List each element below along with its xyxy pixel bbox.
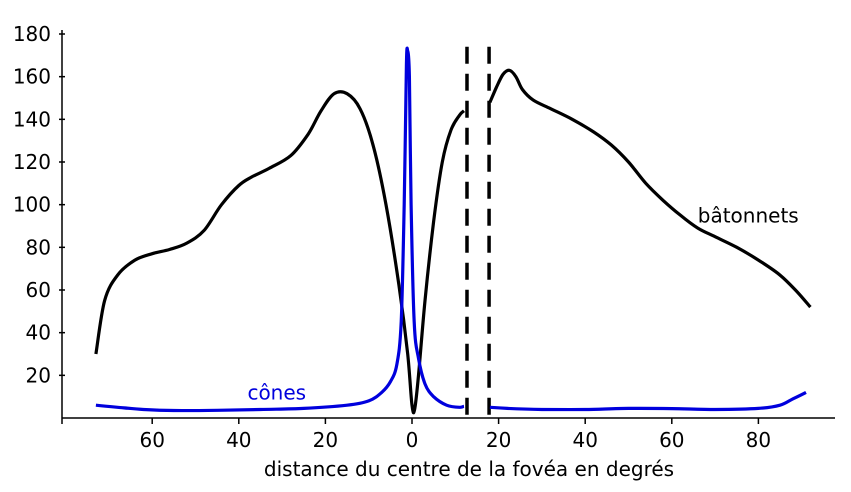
blind-spot-markers [465,46,491,418]
x-ticks: 60 40 20 0 20 40 60 80 [61,418,771,452]
y-tick-label: 180 [13,22,51,46]
x-tick-label: 60 [139,428,164,452]
y-tick-label: 160 [13,65,51,89]
rods-curve-segment [488,68,812,309]
x-tick-label: 40 [572,428,597,452]
y-tick-label: 120 [13,150,51,174]
y-tick-label: 80 [26,235,51,259]
x-tick-label: 80 [746,428,771,452]
x-tick-label: 40 [226,428,251,452]
cones-curve-segment [489,390,807,412]
y-tick-label: 60 [26,278,51,302]
x-axis-title: distance du centre de la fovéa en degrés [264,457,674,481]
x-tick-label: 20 [313,428,338,452]
y-tick-label: 20 [26,363,51,387]
y-tick-label: 140 [13,107,51,131]
y-ticks: 20 40 60 80 100 120 140 160 180 [13,22,65,387]
cones-series-label: cônes [247,380,306,404]
x-tick-label: 20 [486,428,511,452]
axes [61,30,835,419]
x-tick-label: 0 [406,428,419,452]
rods-curve-segment [94,90,466,415]
y-tick-label: 40 [26,321,51,345]
series-layer [94,46,812,415]
rods-series-label: bâtonnets [698,203,799,227]
y-tick-label: 100 [13,193,51,217]
x-tick-label: 60 [659,428,684,452]
cones-curve-segment [95,46,465,413]
